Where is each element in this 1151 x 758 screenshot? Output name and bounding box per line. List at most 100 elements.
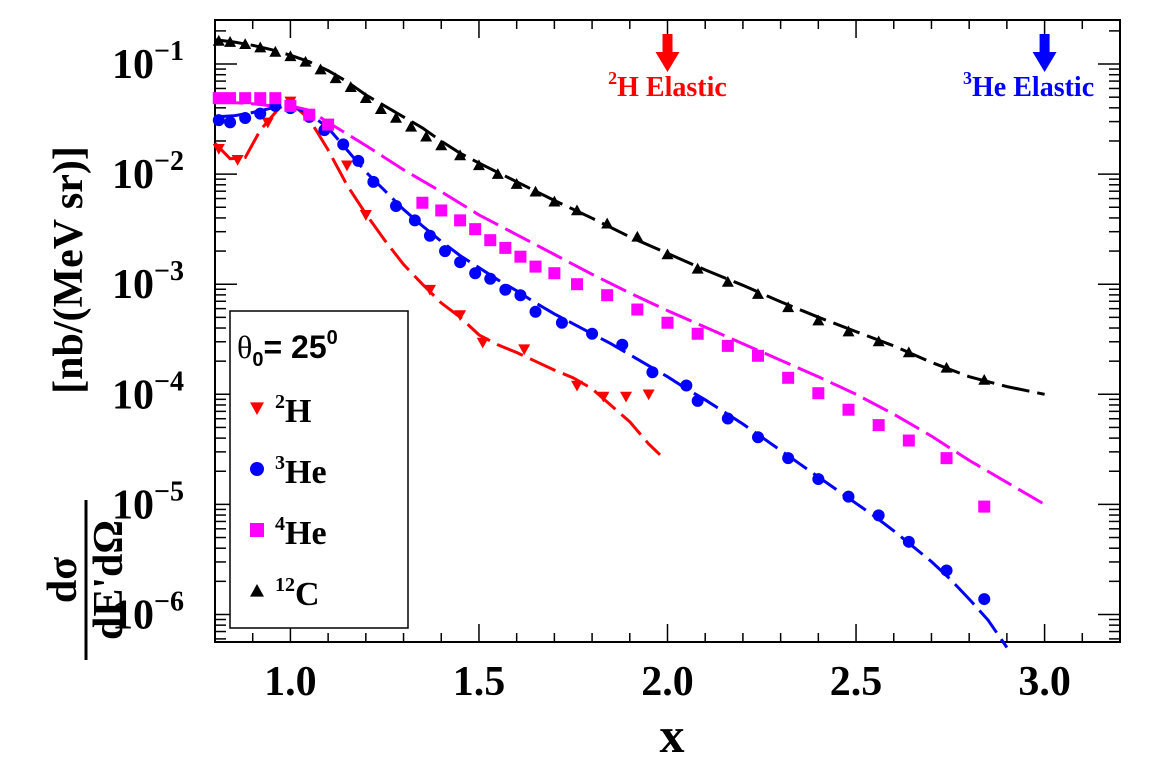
point-c12 — [782, 301, 795, 313]
he3-elastic-arrow-shaft — [1039, 34, 1050, 54]
point-he4 — [782, 371, 795, 384]
point-h2 — [571, 380, 583, 392]
point-c12 — [314, 63, 327, 75]
point-c12 — [420, 130, 433, 142]
point-c12 — [405, 120, 418, 132]
point-he4 — [269, 92, 282, 105]
point-he4 — [435, 204, 448, 217]
point-he4 — [514, 250, 527, 263]
point-he4 — [548, 267, 561, 280]
point-he3 — [367, 175, 380, 188]
point-he3 — [337, 138, 350, 151]
point-c12 — [631, 230, 644, 242]
legend-marker-c12 — [250, 584, 264, 597]
point-he4 — [484, 234, 497, 247]
point-he3 — [224, 116, 237, 129]
y-label-units: [nb/(MeV sr)] — [46, 146, 92, 394]
point-he4 — [212, 92, 225, 105]
legend-title-sub: 0 — [252, 349, 263, 371]
point-c12 — [548, 195, 561, 207]
point-he3 — [872, 509, 885, 522]
point-c12 — [284, 50, 297, 62]
point-h2 — [518, 344, 531, 356]
point-c12 — [299, 55, 312, 67]
point-c12 — [359, 92, 372, 103]
x-tick-labels: 1.0 1.5 2.0 2.5 3.0 — [264, 659, 1071, 705]
point-he4 — [661, 316, 674, 329]
point-c12 — [224, 36, 237, 47]
point-he4 — [303, 108, 316, 121]
legend-title-symbol: θ — [237, 329, 252, 365]
h2-elastic-arrow-shaft — [662, 34, 673, 54]
point-he3 — [454, 256, 467, 269]
point-he4 — [454, 214, 467, 227]
point-h2 — [261, 117, 274, 129]
point-he3 — [239, 111, 252, 124]
point-h2 — [212, 144, 225, 155]
point-c12 — [374, 103, 387, 114]
y-tick-label: 10−4 — [112, 366, 184, 418]
point-he3 — [390, 200, 402, 213]
point-he4 — [529, 260, 542, 273]
point-h2 — [231, 155, 244, 166]
point-c12 — [940, 361, 953, 373]
x-tick-label: 1.5 — [453, 659, 506, 705]
y-tick-label: 10−3 — [112, 256, 184, 308]
point-c12 — [269, 45, 282, 57]
point-c12 — [212, 34, 225, 46]
point-h2 — [476, 337, 489, 349]
y-tick-label: 10−6 — [112, 586, 184, 638]
he3-elastic-label: 3He Elastic — [963, 68, 1094, 103]
x-axis-label: x — [660, 707, 685, 758]
point-c12 — [344, 81, 357, 92]
point-c12 — [978, 373, 991, 385]
point-c12 — [601, 217, 614, 229]
point-he3 — [254, 107, 267, 120]
legend-title: θ0= 250 — [237, 327, 338, 371]
data-points — [212, 34, 991, 606]
point-he3 — [902, 535, 915, 548]
point-h2 — [359, 210, 372, 221]
point-he3 — [499, 283, 512, 296]
point-he4 — [872, 419, 885, 432]
point-h2 — [642, 389, 655, 401]
point-h2 — [454, 310, 467, 322]
point-c12 — [571, 204, 583, 216]
point-he4 — [940, 452, 953, 465]
point-he4 — [601, 289, 614, 302]
point-c12 — [491, 168, 504, 179]
point-c12 — [435, 139, 448, 151]
point-he3 — [646, 366, 659, 379]
point-he3 — [842, 490, 855, 503]
point-he4 — [284, 99, 297, 112]
point-he3 — [555, 316, 568, 329]
point-he4 — [416, 196, 429, 209]
point-c12 — [239, 38, 252, 50]
point-c12 — [254, 41, 267, 53]
legend-title-text: = 25 — [263, 329, 326, 365]
y-label-denominator: dE'dΩ — [86, 520, 132, 640]
point-he3 — [721, 412, 734, 425]
y-axis-label: [nb/(MeV sr)] dσ dE'dΩ — [40, 146, 132, 660]
point-h2 — [620, 391, 633, 403]
y-label-numerator: dσ — [40, 557, 86, 603]
legend-marker-h2 — [250, 402, 264, 415]
point-he4 — [322, 118, 335, 131]
point-he3 — [616, 338, 629, 351]
y-tick-label: 10−1 — [112, 36, 184, 88]
x-tick-label: 2.5 — [830, 659, 883, 705]
point-he3 — [352, 154, 365, 167]
point-he3 — [782, 452, 795, 465]
legend-title-sup: 0 — [327, 327, 338, 349]
point-he3 — [978, 593, 991, 606]
point-he4 — [721, 339, 734, 352]
point-he3 — [940, 564, 953, 577]
point-he3 — [484, 272, 497, 285]
elastic-annotations: 2H Elastic 3He Elastic — [608, 34, 1094, 103]
legend-marker-he4 — [250, 523, 264, 537]
legend-label-c12: 12C — [275, 574, 320, 613]
point-he4 — [224, 92, 237, 105]
he3-elastic-arrow-head — [1032, 52, 1057, 72]
